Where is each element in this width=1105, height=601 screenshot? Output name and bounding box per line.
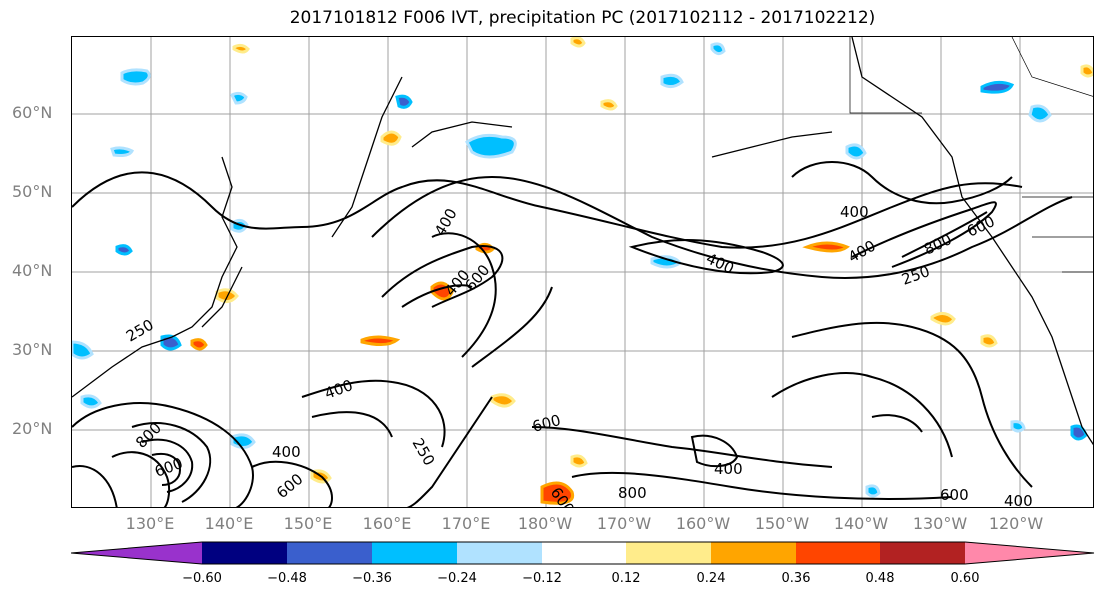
contour-label: 600 — [273, 470, 307, 502]
colorbar-tick: −0.48 — [267, 571, 307, 586]
contour-label: 600 — [940, 486, 969, 504]
map-canvas: 400 400 400 400 400 400 400 250 250 250 … — [72, 37, 1093, 508]
lon-label-120w: 120°W — [988, 514, 1044, 533]
lat-label-40n: 40°N — [12, 261, 53, 280]
colorbar-outline — [71, 541, 1095, 565]
colorbar-tick: −0.36 — [352, 571, 392, 586]
lat-label-50n: 50°N — [12, 182, 53, 201]
colorbar-swatch — [796, 542, 880, 564]
lon-label-160w: 160°W — [675, 514, 731, 533]
colorbar-tick: −0.12 — [522, 571, 562, 586]
contour-label: 400 — [714, 460, 743, 478]
contour-label: 600 — [152, 454, 185, 481]
colorbar-swatch — [202, 542, 287, 564]
contour-label: 600 — [964, 212, 998, 240]
colorbar-swatch — [287, 542, 372, 564]
contour-label: 400 — [1004, 492, 1033, 508]
lon-label-180w: 180°W — [517, 514, 573, 533]
lon-label-150w: 150°W — [754, 514, 810, 533]
colorbar-tick: 0.48 — [865, 571, 895, 586]
lon-label-160e: 160°E — [362, 514, 412, 533]
contour-label: 800 — [921, 230, 955, 258]
lon-label-170e: 170°E — [441, 514, 491, 533]
graticule — [72, 37, 1093, 507]
colorbar-tick: −0.60 — [182, 571, 222, 586]
map-panel: 400 400 400 400 400 400 400 250 250 250 … — [71, 36, 1094, 508]
colorbar-swatch — [457, 542, 542, 564]
colorbar — [71, 541, 1095, 565]
colorbar-tick: −0.24 — [437, 571, 477, 586]
lon-label-150e: 150°E — [283, 514, 333, 533]
ivt-contours — [72, 161, 1073, 507]
contour-label: 250 — [899, 262, 932, 289]
coastlines — [72, 37, 1093, 446]
contour-label: 600 — [461, 261, 493, 295]
colorbar-swatch — [71, 542, 202, 564]
lat-label-20n: 20°N — [12, 419, 53, 438]
colorbar-tick: 0.36 — [781, 571, 811, 586]
colorbar-tick: 0.12 — [611, 571, 641, 586]
colorbar-tick: 0.24 — [696, 571, 726, 586]
lon-label-140e: 140°E — [204, 514, 254, 533]
political-borders — [849, 37, 1093, 273]
contour-label: 600 — [530, 411, 562, 436]
colorbar-swatch — [880, 542, 965, 564]
contour-label: 800 — [618, 484, 647, 502]
contour-label: 400 — [840, 203, 869, 221]
lon-label-170w: 170°W — [596, 514, 652, 533]
colorbar-swatch — [626, 542, 711, 564]
contour-label: 400 — [703, 249, 737, 277]
contour-label: 400 — [322, 376, 355, 403]
contour-label: 400 — [272, 443, 301, 461]
colorbar-swatch — [542, 542, 626, 564]
colorbar-swatch — [965, 542, 1094, 564]
colorbar-tick: 0.60 — [950, 571, 980, 586]
colorbar-swatch — [711, 542, 796, 564]
contour-label: 250 — [409, 435, 439, 469]
lon-label-140w: 140°W — [833, 514, 889, 533]
lat-label-30n: 30°N — [12, 340, 53, 359]
lon-label-130e: 130°E — [125, 514, 175, 533]
lon-label-130w: 130°W — [912, 514, 968, 533]
lat-label-60n: 60°N — [12, 103, 53, 122]
contour-label: 250 — [123, 316, 157, 346]
precip-anomaly-shading — [72, 37, 1093, 505]
map-title: 2017101812 F006 IVT, precipitation PC (2… — [289, 8, 876, 28]
colorbar-swatch — [372, 542, 457, 564]
